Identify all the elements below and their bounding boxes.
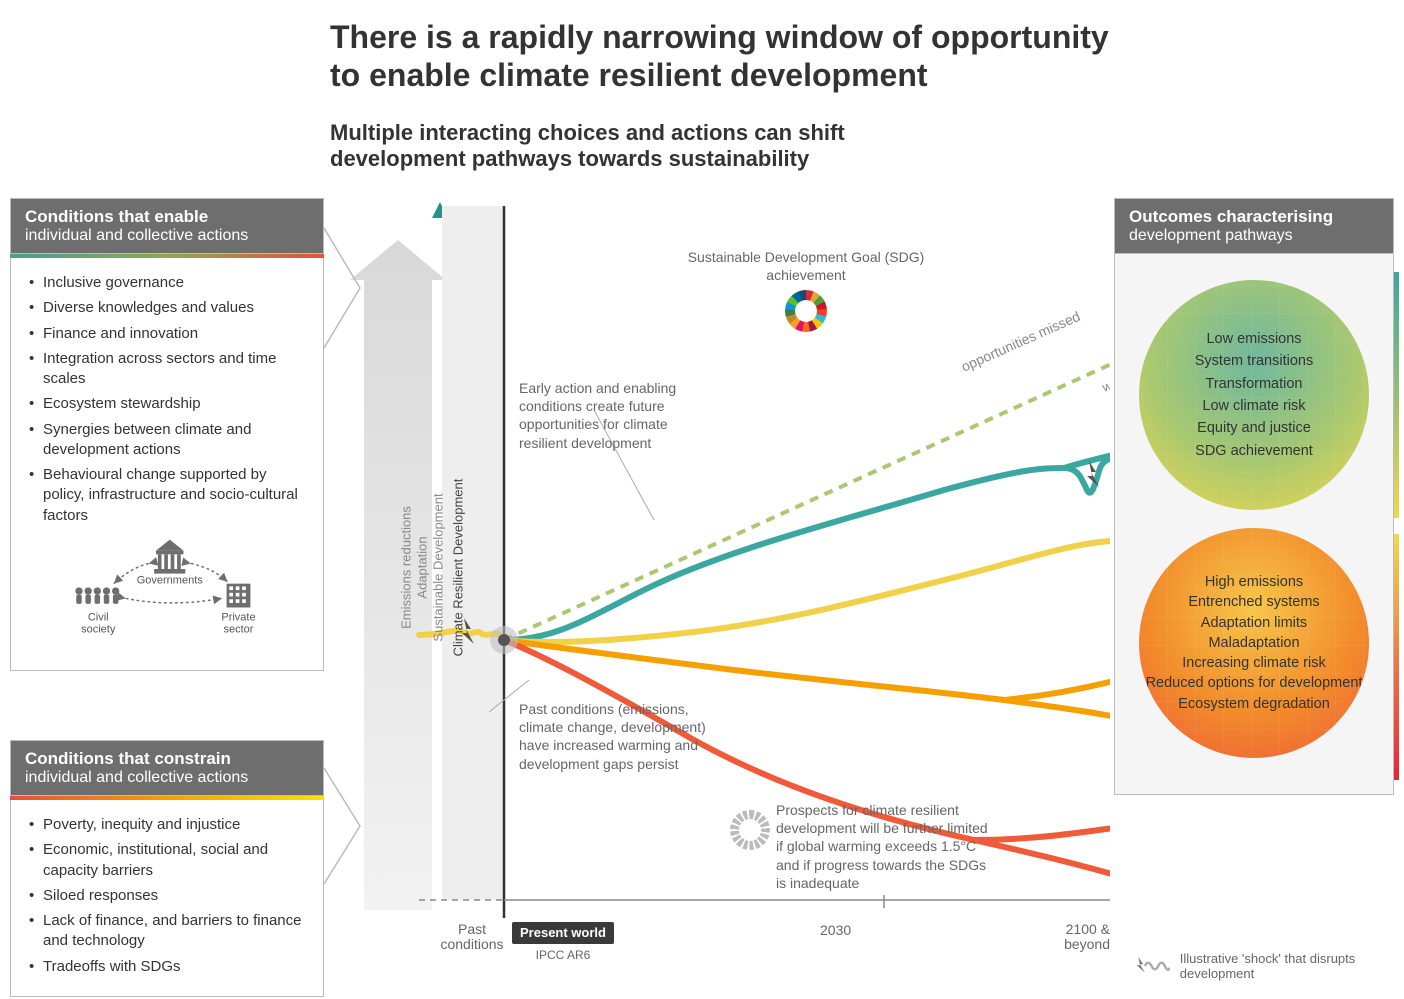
label-civil-society: Civil [88,611,109,623]
outcome-item: System transitions [1195,350,1313,372]
page-subtitle: Multiple interacting choices and actions… [330,120,970,173]
label-private-sector-2: sector [224,623,254,635]
axis-label-1: Adaptation [415,536,430,598]
outcome-item: Increasing climate risk [1182,653,1325,673]
axis-label-3-wrap: Climate Resilient Development [451,479,466,657]
enable-heading-sub: individual and collective actions [25,227,309,245]
list-item: Finance and innovation [43,324,305,344]
list-item: Inclusive governance [43,273,305,293]
enable-list: Inclusive governance Diverse knowledges a… [29,273,305,526]
label-private-sector: Private [221,611,255,623]
sdg-annotation: Sustainable Development Goal (SDG) achie… [686,248,926,332]
axis-label-3: Climate Resilient Development [451,479,466,657]
enable-panel: Conditions that enable individual and co… [10,198,324,671]
constrain-list: Poverty, inequity and injustice Economic,… [29,815,305,977]
page-title: There is a rapidly narrowing window of o… [330,18,1110,95]
axis-labels: Emissions reductions [399,506,414,629]
past-label: Past conditions [440,922,504,953]
past-conditions-annotation: Past conditions (emissions, climate chan… [519,700,709,773]
end-label: 2100 & beyond [1030,922,1110,953]
outcomes-heading-strong: Outcomes characterising [1129,207,1379,227]
outcome-item: Transformation [1206,373,1303,395]
axis-label-1-wrap: Adaptation [415,536,430,598]
shock-legend-text: Illustrative 'shock' that disrupts devel… [1180,951,1390,981]
outcome-item: Reduced options for development [1146,673,1363,693]
present-label: Present world [512,922,614,944]
list-item: Synergies between climate and developmen… [43,420,305,461]
enable-body: Inclusive governance Diverse knowledges a… [10,258,324,671]
axis-label-0: Emissions reductions [399,506,414,629]
outcome-item: SDG achievement [1195,440,1313,462]
constrain-heading: Conditions that constrain individual and… [10,740,324,796]
list-item: Poverty, inequity and injustice [43,815,305,835]
constrain-heading-sub: individual and collective actions [25,769,309,787]
list-item: Ecosystem stewardship [43,394,305,414]
actors-diagram: Governments Civil society [29,536,305,656]
sdg-title: Sustainable Development Goal (SDG) achie… [686,248,926,284]
axis-label-2: Sustainable Development [431,493,446,641]
list-item: Tradeoffs with SDGs [43,957,305,977]
warming-label: warming limited to below 1.5°C [1099,325,1110,395]
mid-label: 2030 [820,922,851,938]
label-civil-society-2: society [81,623,116,635]
outcome-item: High emissions [1205,572,1303,592]
constrain-body: Poverty, inequity and injustice Economic,… [10,800,324,997]
list-item: Diverse knowledges and values [43,298,305,318]
enable-heading: Conditions that enable individual and co… [10,198,324,254]
early-action-annotation: Early action and enabling conditions cre… [519,379,719,452]
globe-good: Low emissionsSystem transitionsTransform… [1139,280,1369,510]
timeline-labels: Past conditions Present world IPCC AR6 2… [440,922,1100,962]
ipcc-label: IPCC AR6 [512,948,614,962]
outcome-item: Low climate risk [1202,395,1305,417]
outcome-item: Ecosystem degradation [1178,694,1330,714]
list-item: Integration across sectors and time scal… [43,349,305,390]
sdg-ring-icon [785,290,827,332]
outcomes-panel: Outcomes characterising development path… [1114,198,1394,795]
outcome-item: Adaptation limits [1201,613,1307,633]
list-item: Siloed responses [43,886,305,906]
outcome-item: Entrenched systems [1188,592,1319,612]
outcome-item: Maladaptation [1208,633,1299,653]
outcome-item: Low emissions [1206,328,1301,350]
prospects-annotation: Prospects for climate resilient developm… [776,801,996,892]
constrain-heading-strong: Conditions that constrain [25,749,309,769]
shock-legend: Illustrative 'shock' that disrupts devel… [1130,951,1390,981]
outcome-item: Equity and justice [1197,417,1311,439]
opportunities-missed-label: opportunities missed [959,308,1083,375]
outcomes-heading-sub: development pathways [1129,227,1379,245]
label-governments: Governments [137,574,204,586]
axis-label-2-wrap: Sustainable Development [431,493,446,641]
globe-bad: High emissionsEntrenched systemsAdaptati… [1139,528,1369,758]
constrain-panel: Conditions that constrain individual and… [10,740,324,997]
outcomes-body: Low emissionsSystem transitionsTransform… [1114,254,1394,795]
sdg-grey-icon [730,810,770,850]
list-item: Economic, institutional, social and capa… [43,840,305,881]
list-item: Behavioural change supported by policy, … [43,465,305,526]
list-item: Lack of finance, and barriers to finance… [43,911,305,952]
enable-heading-strong: Conditions that enable [25,207,309,227]
prospects-text: Prospects for climate resilient developm… [776,802,988,891]
outcomes-heading: Outcomes characterising development path… [1114,198,1394,254]
